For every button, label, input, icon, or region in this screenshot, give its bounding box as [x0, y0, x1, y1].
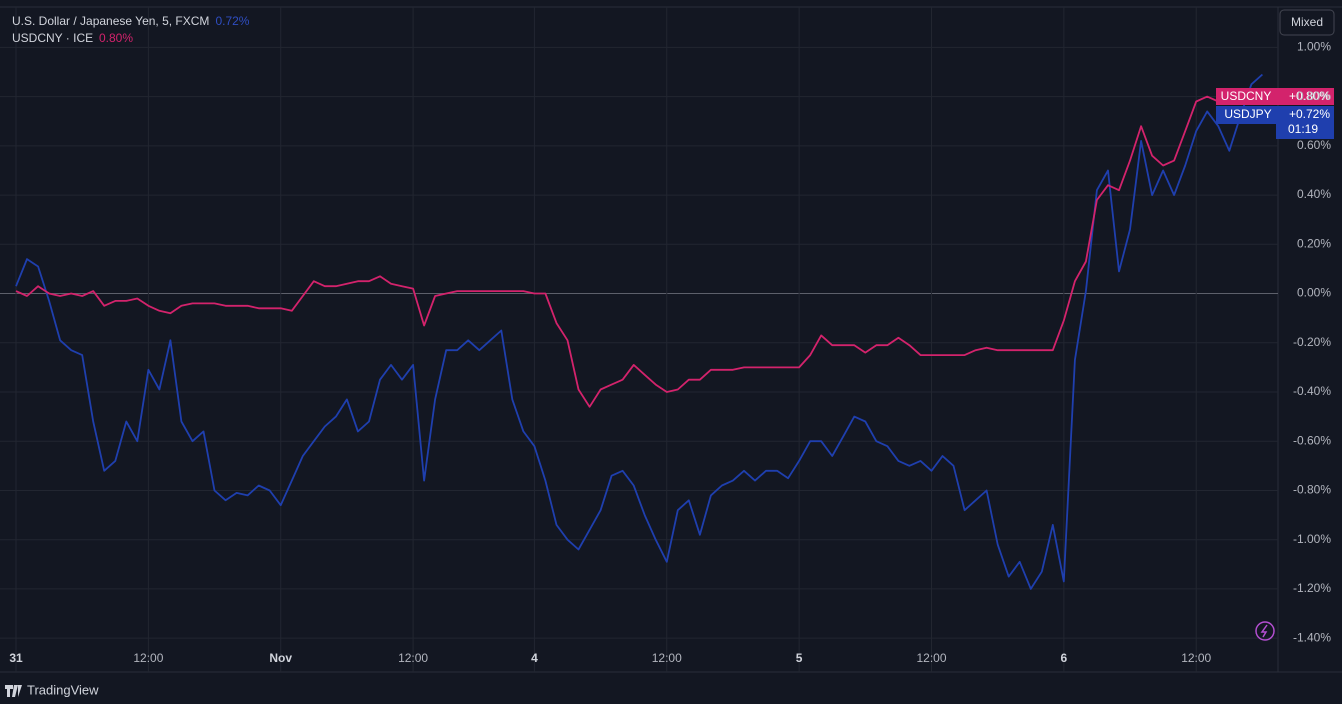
- x-tick-label: 12:00: [652, 651, 682, 665]
- y-tick-label: 0.00%: [1297, 286, 1331, 300]
- symbol-tag-label: USDCNY: [1221, 89, 1272, 103]
- y-tick-label: -0.40%: [1293, 384, 1331, 398]
- symbol-tag: [1216, 88, 1276, 105]
- x-tick-label: 5: [796, 651, 803, 665]
- scale-mode-button[interactable]: [1279, 9, 1335, 36]
- y-tick-label: 0.60%: [1297, 138, 1331, 152]
- x-tick-label: 12:00: [916, 651, 946, 665]
- alert-icon-bolt: [1260, 624, 1268, 638]
- price-tag-label: +0.80%: [1289, 89, 1330, 103]
- y-tick-label: 0.80%: [1297, 89, 1331, 103]
- x-tick-label: Nov: [269, 651, 292, 665]
- alert-icon[interactable]: [1255, 621, 1275, 641]
- legend: U.S. Dollar / Japanese Yen, 5, FXCM 0.72…: [12, 14, 250, 45]
- y-tick-label: -1.20%: [1293, 581, 1331, 595]
- scale-mode[interactable]: Mixed: [1291, 15, 1323, 29]
- plot: [15, 73, 1263, 590]
- series-line: [15, 95, 1263, 408]
- y-tick-label: -0.20%: [1293, 335, 1331, 349]
- brand: TradingView: [27, 682, 99, 697]
- x-tick-label: 12:00: [1181, 651, 1211, 665]
- y-tick-label: -0.60%: [1293, 433, 1331, 447]
- x-tick-label: 4: [531, 651, 538, 665]
- legend-change: 0.72%: [215, 14, 249, 28]
- legend-change: 0.80%: [99, 31, 133, 45]
- symbol-tag: [1216, 106, 1276, 124]
- legend-name: U.S. Dollar / Japanese Yen, 5, FXCM: [12, 14, 209, 28]
- legend-name: USDCNY · ICE: [12, 31, 93, 45]
- symbol-tag-label: USDJPY: [1224, 107, 1271, 121]
- price-tag-label: +0.72%: [1289, 107, 1330, 121]
- x-tick-label: 12:00: [398, 651, 428, 665]
- countdown: 01:19: [1288, 122, 1318, 136]
- x-tick-label: 12:00: [133, 651, 163, 665]
- y-tick-label: 1.00%: [1297, 40, 1331, 54]
- y-tick-label: 0.20%: [1297, 236, 1331, 250]
- brand-logo: [5, 685, 22, 697]
- y-tick-label: -1.40%: [1293, 630, 1331, 644]
- y-tick-label: 0.40%: [1297, 187, 1331, 201]
- price-tag: [1276, 106, 1334, 139]
- series-line: [15, 73, 1263, 590]
- y-tick-label: -1.00%: [1293, 532, 1331, 546]
- y-tick-label: -0.80%: [1293, 483, 1331, 497]
- price-tag: [1276, 88, 1334, 105]
- x-tick-label: 31: [9, 651, 23, 665]
- x-tick-label: 6: [1061, 651, 1068, 665]
